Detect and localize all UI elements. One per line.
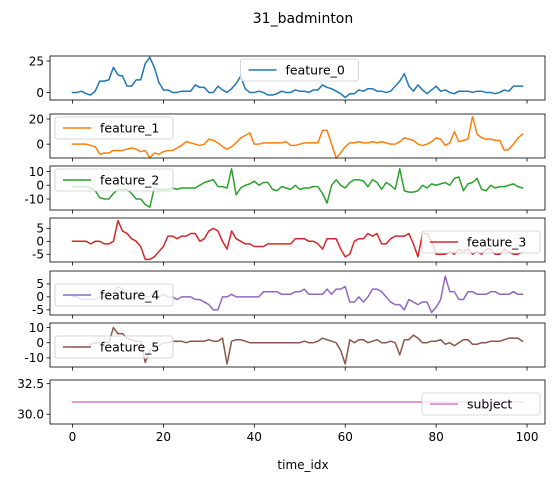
y-tick-label: 30.0	[17, 408, 44, 422]
y-tick-label: 10	[29, 321, 44, 335]
subplots: 025feature_0020feature_1-10010feature_2-…	[17, 54, 546, 444]
legend-label: feature_1	[100, 121, 159, 136]
x-tick-label: 40	[247, 430, 262, 444]
axes-frame	[49, 379, 546, 425]
subplot-feature_4: -505 feature_4	[32, 270, 546, 319]
subplot-feature_3: -505 feature_3	[32, 217, 546, 266]
legend-label: feature_0	[286, 63, 345, 78]
y-tick-label: 10	[29, 165, 44, 179]
legend-feature_0: feature_0	[240, 58, 359, 82]
y-tick-label: 5	[36, 222, 44, 236]
legend-box	[54, 283, 174, 307]
legend-subject: subject	[421, 392, 541, 416]
legend-label: subject	[467, 397, 512, 412]
y-tick-label: -5	[32, 248, 44, 262]
subplot-feature_1: 0 20 feature_1	[29, 112, 546, 162]
legend-box	[54, 116, 174, 140]
legend-box	[54, 335, 174, 359]
axes-frame	[49, 165, 546, 211]
legend-label: feature_5	[100, 340, 159, 355]
y-tick-label: 0	[36, 179, 44, 193]
y-tick-label: 0	[36, 137, 44, 151]
y-tick-label: 0	[36, 235, 44, 249]
axes-frame	[49, 113, 546, 159]
x-tick-label: 20	[156, 430, 171, 444]
legend-box	[421, 392, 541, 416]
x-tick-label: 60	[338, 430, 353, 444]
x-tick-label: 80	[428, 430, 443, 444]
series-line-feature_0	[71, 56, 524, 99]
y-tick-label: 25	[29, 54, 44, 68]
y-tick-label: 0	[36, 290, 44, 304]
legend-box	[54, 168, 174, 192]
legend-box	[240, 58, 359, 82]
y-tick-label: 32.5	[17, 377, 44, 391]
y-tick-label: 5	[36, 277, 44, 291]
legend-feature_1: feature_1	[54, 116, 174, 140]
x-tick-label: 100	[516, 430, 539, 444]
x-axis-label: time_idx	[277, 458, 328, 472]
y-tick-label: -10	[24, 351, 44, 365]
subplot-feature_0: 0 25 feature_0	[29, 54, 546, 104]
y-tick-label: 0	[36, 336, 44, 350]
y-tick-label: -10	[24, 192, 44, 206]
legend-feature_5: feature_5	[54, 335, 174, 359]
legend-label: feature_2	[100, 173, 159, 188]
series-line-feature_1	[71, 115, 524, 159]
x-tick-label: 0	[69, 430, 77, 444]
legend-feature_2: feature_2	[54, 168, 174, 192]
axes-frame	[49, 217, 546, 263]
axes-frame	[49, 322, 546, 368]
legend-feature_3: feature_3	[421, 230, 541, 254]
legend-box	[421, 230, 541, 254]
legend-label: feature_4	[100, 288, 159, 303]
series-line-feature_2	[71, 168, 524, 208]
y-tick-label: 0	[36, 86, 44, 100]
chart-title: 31_badminton	[253, 11, 354, 27]
axes-frame	[49, 55, 546, 101]
legend-feature_4: feature_4	[54, 283, 174, 307]
axes-frame	[49, 270, 546, 316]
y-tick-label: 20	[29, 112, 44, 126]
y-tick-label: -5	[32, 303, 44, 317]
legend-label: feature_3	[467, 235, 526, 250]
subplot-subject: 30.0 32.5 0 20 40 60 80 100 subject	[17, 377, 546, 444]
